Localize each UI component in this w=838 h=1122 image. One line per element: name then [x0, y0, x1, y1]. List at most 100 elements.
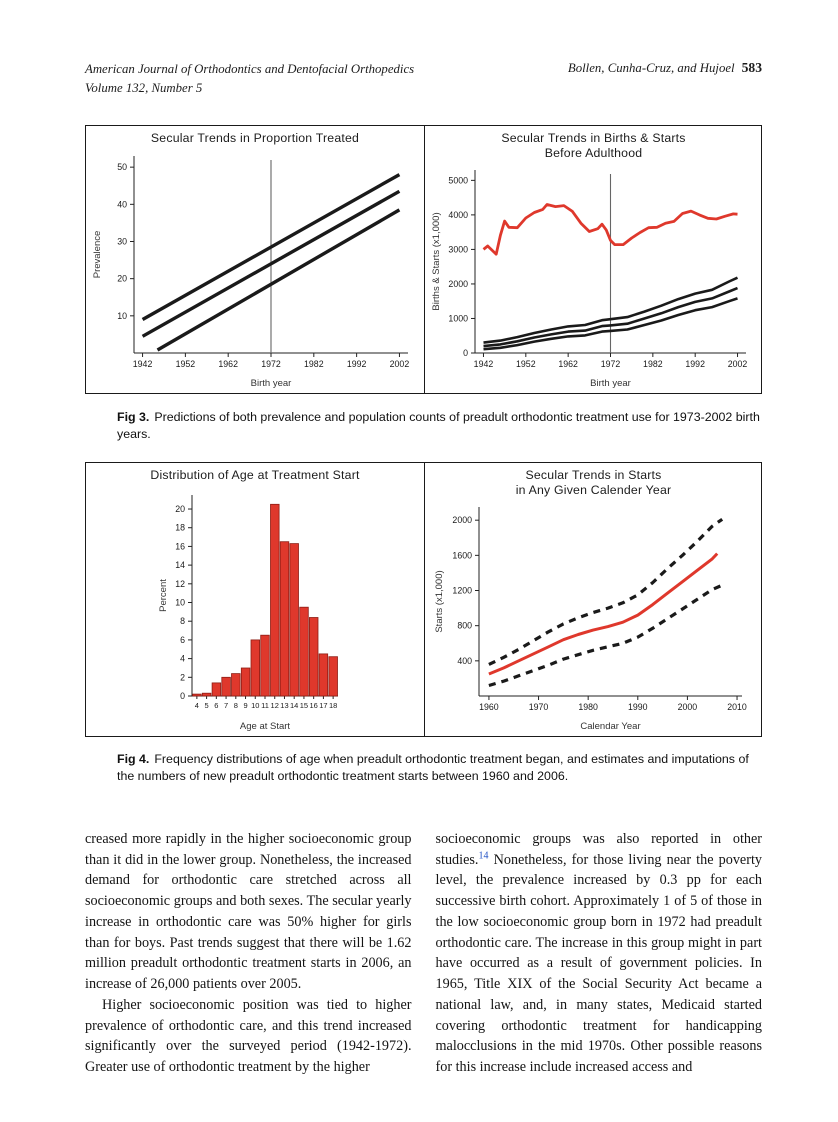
- svg-text:50: 50: [117, 162, 127, 172]
- svg-text:2002: 2002: [390, 359, 410, 369]
- journal-title: American Journal of Orthodontics and Den…: [85, 62, 415, 76]
- figure3: Secular Trends in Proportion Treated Prev…: [85, 125, 762, 394]
- svg-text:2002: 2002: [727, 359, 747, 369]
- svg-text:16: 16: [175, 541, 185, 551]
- svg-text:2000: 2000: [677, 702, 697, 712]
- svg-text:1970: 1970: [528, 702, 548, 712]
- svg-text:18: 18: [175, 523, 185, 533]
- text-before-ref: socioeconomic groups was also reported i…: [435, 831, 763, 868]
- svg-text:18: 18: [329, 701, 337, 710]
- body-column-right: socioeconomic groups was also reported i…: [436, 829, 763, 1078]
- svg-text:6: 6: [214, 701, 218, 710]
- svg-text:800: 800: [457, 621, 472, 631]
- body-column-left: creased more rapidly in the higher socio…: [85, 829, 412, 1078]
- svg-text:0: 0: [463, 348, 468, 358]
- paragraph-continuation: creased more rapidly in the higher socio…: [85, 831, 412, 993]
- figure3-caption-text: Predictions of both prevalence and popul…: [117, 410, 760, 442]
- svg-text:1962: 1962: [558, 359, 578, 369]
- chart-prevalence-trends: Secular Trends in Proportion Treated Prev…: [86, 126, 424, 393]
- svg-text:40: 40: [117, 199, 127, 209]
- svg-text:1200: 1200: [452, 586, 472, 596]
- svg-text:4: 4: [180, 654, 185, 664]
- svg-text:5000: 5000: [448, 175, 468, 185]
- svg-text:4000: 4000: [448, 210, 468, 220]
- svg-text:Births & Starts (x1,000): Births & Starts (x1,000): [431, 212, 442, 310]
- svg-text:1942: 1942: [473, 359, 493, 369]
- svg-text:1990: 1990: [628, 702, 648, 712]
- figure4-caption-text: Frequency distributions of age when prea…: [117, 752, 749, 784]
- svg-text:8: 8: [180, 616, 185, 626]
- paragraph: socioeconomic groups was also reported i…: [436, 829, 763, 1078]
- svg-text:1982: 1982: [643, 359, 663, 369]
- journal-info: American Journal of Orthodontics and Den…: [85, 60, 414, 98]
- svg-text:11: 11: [261, 701, 269, 710]
- svg-text:5: 5: [205, 701, 209, 710]
- svg-text:30: 30: [117, 236, 127, 246]
- chart-age-distribution: Distribution of Age at Treatment Start Pe…: [86, 463, 424, 736]
- citation-ref[interactable]: 14: [478, 850, 489, 861]
- authors: Bollen, Cunha-Cruz, and Hujoel: [567, 61, 735, 75]
- svg-text:2010: 2010: [727, 702, 747, 712]
- figure3-caption-label: Fig 3.: [117, 410, 150, 424]
- svg-text:1600: 1600: [452, 550, 472, 560]
- svg-text:Distribution of Age at Treatme: Distribution of Age at Treatment Start: [150, 468, 360, 482]
- journal-volume: Volume 132, Number 5: [85, 81, 203, 96]
- svg-text:1992: 1992: [685, 359, 705, 369]
- page-number: 583: [741, 60, 762, 75]
- svg-text:6: 6: [180, 635, 185, 645]
- svg-text:in Any Given Calender Year: in Any Given Calender Year: [515, 483, 671, 497]
- svg-text:Starts (x1,000): Starts (x1,000): [434, 570, 445, 632]
- svg-text:400: 400: [457, 656, 472, 666]
- svg-text:12: 12: [271, 701, 279, 710]
- figure4-caption-label: Fig 4.: [117, 752, 150, 766]
- svg-text:15: 15: [300, 701, 308, 710]
- svg-text:1952: 1952: [516, 359, 536, 369]
- text-after-ref: Nonetheless, for those living near the p…: [435, 851, 763, 1076]
- svg-text:16: 16: [309, 701, 317, 710]
- svg-text:3000: 3000: [448, 244, 468, 254]
- svg-text:8: 8: [234, 701, 238, 710]
- page-header: American Journal of Orthodontics and Den…: [85, 60, 762, 98]
- svg-text:1980: 1980: [578, 702, 598, 712]
- svg-text:10: 10: [251, 701, 259, 710]
- svg-text:14: 14: [290, 701, 298, 710]
- svg-text:2000: 2000: [452, 515, 472, 525]
- svg-text:17: 17: [319, 701, 327, 710]
- svg-text:1972: 1972: [261, 359, 281, 369]
- svg-text:0: 0: [180, 691, 185, 701]
- svg-text:Prevalence: Prevalence: [92, 231, 103, 279]
- figure4: Distribution of Age at Treatment Start Pe…: [85, 462, 762, 737]
- svg-text:4: 4: [195, 701, 199, 710]
- svg-text:Secular Trends in Starts: Secular Trends in Starts: [525, 468, 661, 482]
- svg-text:1972: 1972: [600, 359, 620, 369]
- svg-text:20: 20: [175, 504, 185, 514]
- chart-births-starts-trends: Secular Trends in Births & Starts Before …: [423, 126, 762, 393]
- figure4-caption: Fig 4. Frequency distributions of age whe…: [117, 751, 767, 786]
- svg-text:Secular Trends in Births & Sta: Secular Trends in Births & Starts: [501, 131, 685, 145]
- svg-text:Secular Trends in Proportion T: Secular Trends in Proportion Treated: [151, 131, 359, 145]
- svg-text:7: 7: [224, 701, 228, 710]
- svg-text:Age at Start: Age at Start: [240, 721, 291, 732]
- svg-text:9: 9: [243, 701, 247, 710]
- svg-text:Calendar Year: Calendar Year: [580, 721, 640, 732]
- figure3-caption: Fig 3. Predictions of both prevalence and…: [117, 409, 767, 444]
- svg-text:1962: 1962: [218, 359, 238, 369]
- svg-text:12: 12: [175, 579, 185, 589]
- svg-text:1960: 1960: [479, 702, 499, 712]
- paragraph: Higher socioeconomic position was tied t…: [85, 996, 412, 1076]
- chart-starts-calendar-trends: Secular Trends in Starts in Any Given Cal…: [423, 463, 762, 736]
- svg-text:10: 10: [175, 598, 185, 608]
- svg-text:1992: 1992: [347, 359, 367, 369]
- svg-text:14: 14: [175, 560, 185, 570]
- svg-text:Before Adulthood: Before Adulthood: [544, 146, 642, 160]
- svg-text:2000: 2000: [448, 279, 468, 289]
- svg-text:2: 2: [180, 672, 185, 682]
- svg-text:1982: 1982: [304, 359, 324, 369]
- svg-text:1942: 1942: [133, 359, 153, 369]
- svg-text:Birth year: Birth year: [251, 378, 292, 389]
- svg-text:Percent: Percent: [158, 579, 169, 612]
- svg-text:Birth year: Birth year: [590, 378, 631, 389]
- running-head: Bollen, Cunha-Cruz, and Hujoel 583: [568, 60, 762, 76]
- svg-text:1952: 1952: [176, 359, 196, 369]
